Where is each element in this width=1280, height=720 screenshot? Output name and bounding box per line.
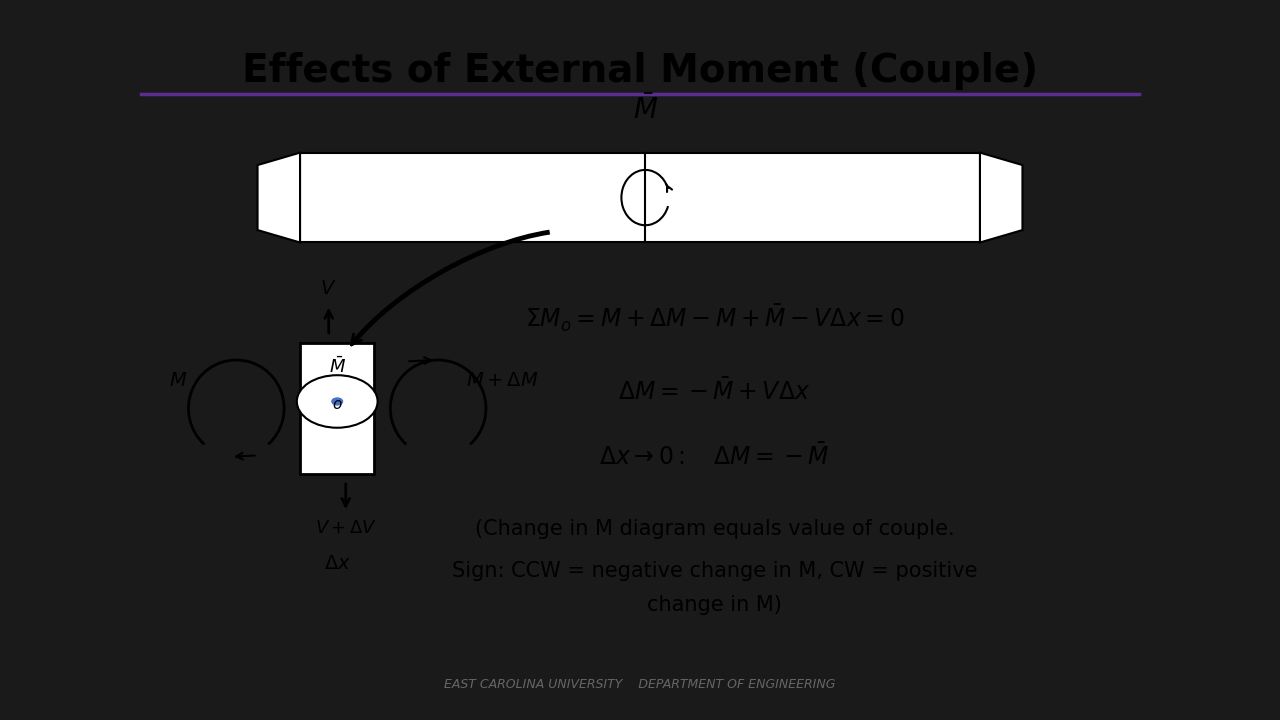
Text: $\Delta x$: $\Delta x$ [324, 554, 351, 573]
Text: Sign: CCW = negative change in M, CW = positive: Sign: CCW = negative change in M, CW = p… [452, 561, 977, 581]
Text: (Change in M diagram equals value of couple.: (Change in M diagram equals value of cou… [475, 519, 954, 539]
Text: $\bar{M}$: $\bar{M}$ [632, 94, 658, 125]
FancyBboxPatch shape [300, 153, 980, 243]
Text: $\Delta x \rightarrow 0: \quad \Delta M = -\bar{M}$: $\Delta x \rightarrow 0: \quad \Delta M … [599, 444, 829, 470]
Bar [300, 343, 374, 474]
Circle shape [297, 375, 378, 428]
Text: $V$: $V$ [320, 279, 337, 298]
Text: o: o [333, 397, 342, 413]
Text: $V + \Delta V$: $V + \Delta V$ [315, 519, 376, 537]
Polygon shape [980, 153, 1023, 243]
Text: EAST CAROLINA UNIVERSITY    DEPARTMENT OF ENGINEERING: EAST CAROLINA UNIVERSITY DEPARTMENT OF E… [444, 678, 836, 691]
Polygon shape [257, 153, 300, 243]
Circle shape [332, 398, 343, 405]
Text: change in M): change in M) [646, 595, 782, 616]
Text: $M$: $M$ [169, 372, 187, 390]
Text: $M + \Delta M$: $M + \Delta M$ [466, 372, 538, 390]
Text: $\Delta M = -\bar{M} + V\Delta x$: $\Delta M = -\bar{M} + V\Delta x$ [618, 378, 810, 405]
Text: $\Sigma M_o = M + \Delta M - M + \bar{M} - V\Delta x = 0$: $\Sigma M_o = M + \Delta M - M + \bar{M}… [525, 303, 904, 334]
Text: Effects of External Moment (Couple): Effects of External Moment (Couple) [242, 53, 1038, 91]
Text: $\bar{M}$: $\bar{M}$ [329, 356, 346, 377]
